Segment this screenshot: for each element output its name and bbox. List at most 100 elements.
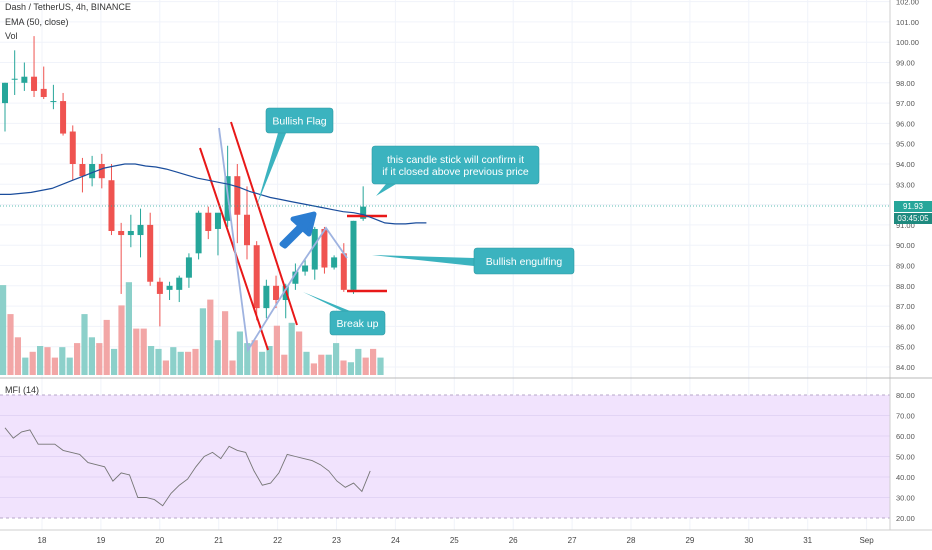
annotation-text-line: this candle stick will confirm it [387,154,524,166]
volume-bar [377,357,384,375]
countdown-tag: 03:45:05 [894,213,932,224]
annotation-text-line: Bullish engulfing [486,256,563,268]
candle-body [21,76,28,83]
candle-body [195,212,202,254]
mfi-tick-label: 70.00 [896,412,915,421]
volume-bar [259,351,266,375]
candle-body [292,271,299,284]
volume-bar [273,325,280,375]
annotation-text-line: Bullish Flag [272,116,326,128]
volume-bar [14,337,21,375]
candle-body [331,257,338,268]
candle-body [340,253,347,290]
date-tick-label: 23 [332,536,341,545]
volume-bar [340,360,347,375]
volume-bar [59,347,66,375]
candle-body [98,164,105,179]
date-tick-label: 28 [627,536,636,545]
candle-body [205,212,212,231]
up-arrow-icon [279,211,317,249]
volume-bar [22,357,29,375]
price-tick-label: 90.00 [896,241,915,250]
date-tick-label: 19 [96,536,105,545]
annotation-text: Bullish Flag [272,116,326,128]
candle-body [156,281,163,294]
candle-body [108,180,115,231]
volume-bar [29,351,36,375]
volume-bar [185,351,192,375]
candle-body [60,101,67,134]
annotation-text-line: if it closed above previous price [382,166,529,178]
volume-bar [170,347,177,375]
candle-body [263,285,270,309]
volume-bar [251,340,258,375]
annotation-pointer [376,184,396,196]
price-tick-label: 99.00 [896,59,915,68]
candle-body [89,164,96,179]
annotation-box [473,247,575,275]
volume-bar [111,348,118,375]
volume-bar [303,351,310,375]
price-tick-label: 93.00 [896,180,915,189]
price-tick-label: 102.00 [896,0,919,7]
volume-bar [214,340,221,375]
price-tick-label: 84.00 [896,363,915,372]
volume-bar [125,282,132,375]
volume-bar [155,348,162,375]
ema-legend: EMA (50, close) [5,17,69,27]
date-tick-label: 30 [744,536,753,545]
price-tick-label: 91.00 [896,221,915,230]
price-tick-label: 98.00 [896,79,915,88]
annotation-text-line: Break up [336,318,378,330]
mfi-tick-label: 50.00 [896,453,915,462]
volume-bar [244,343,251,375]
candle-body [11,78,18,80]
price-tick-label: 88.00 [896,282,915,291]
volume-bar [96,343,103,375]
candle-body [69,131,76,164]
mfi-tick-label: 30.00 [896,494,915,503]
volume-bar [51,357,58,375]
volume-bar [74,343,81,375]
candle-body [302,265,309,272]
volume-bar [266,346,273,375]
date-tick-label: 27 [568,536,577,545]
candle-body [50,101,57,103]
date-tick-label: 21 [214,536,223,545]
candle-body [234,176,241,215]
candle-body [185,257,192,278]
volume-bar [222,311,229,375]
volume-bar [88,337,95,375]
annotation-pointer [303,292,350,311]
candle-body [214,212,221,229]
volume-bars [0,282,384,375]
date-tick-label: 20 [155,536,164,545]
candle-body [147,224,154,282]
volume-bar [362,357,369,375]
candle-body [273,285,280,301]
price-tick-label: 85.00 [896,343,915,352]
price-tick-label: 89.00 [896,262,915,271]
volume-bar [207,299,214,375]
candle-body [244,214,250,246]
volume-bar [37,346,44,375]
price-tick-label: 100.00 [896,38,919,47]
candle-body [40,88,47,98]
volume-bar [118,305,125,375]
mfi-tick-label: 20.00 [896,514,915,523]
candle-body [321,228,328,268]
price-tick-label: 94.00 [896,160,915,169]
candle-body [311,228,318,270]
price-tick-label: 95.00 [896,140,915,149]
volume-bar [333,343,340,375]
chart-title: Dash / TetherUS, 4h, BINANCE [5,2,131,12]
trend-drawings [199,121,387,353]
price-tick-label: 86.00 [896,322,915,331]
ema-line [0,163,427,225]
volume-bar [288,322,295,375]
mfi-legend: MFI (14) [5,385,40,395]
price-tick-label: 87.00 [896,302,915,311]
price-tick-label: 101.00 [896,18,919,27]
